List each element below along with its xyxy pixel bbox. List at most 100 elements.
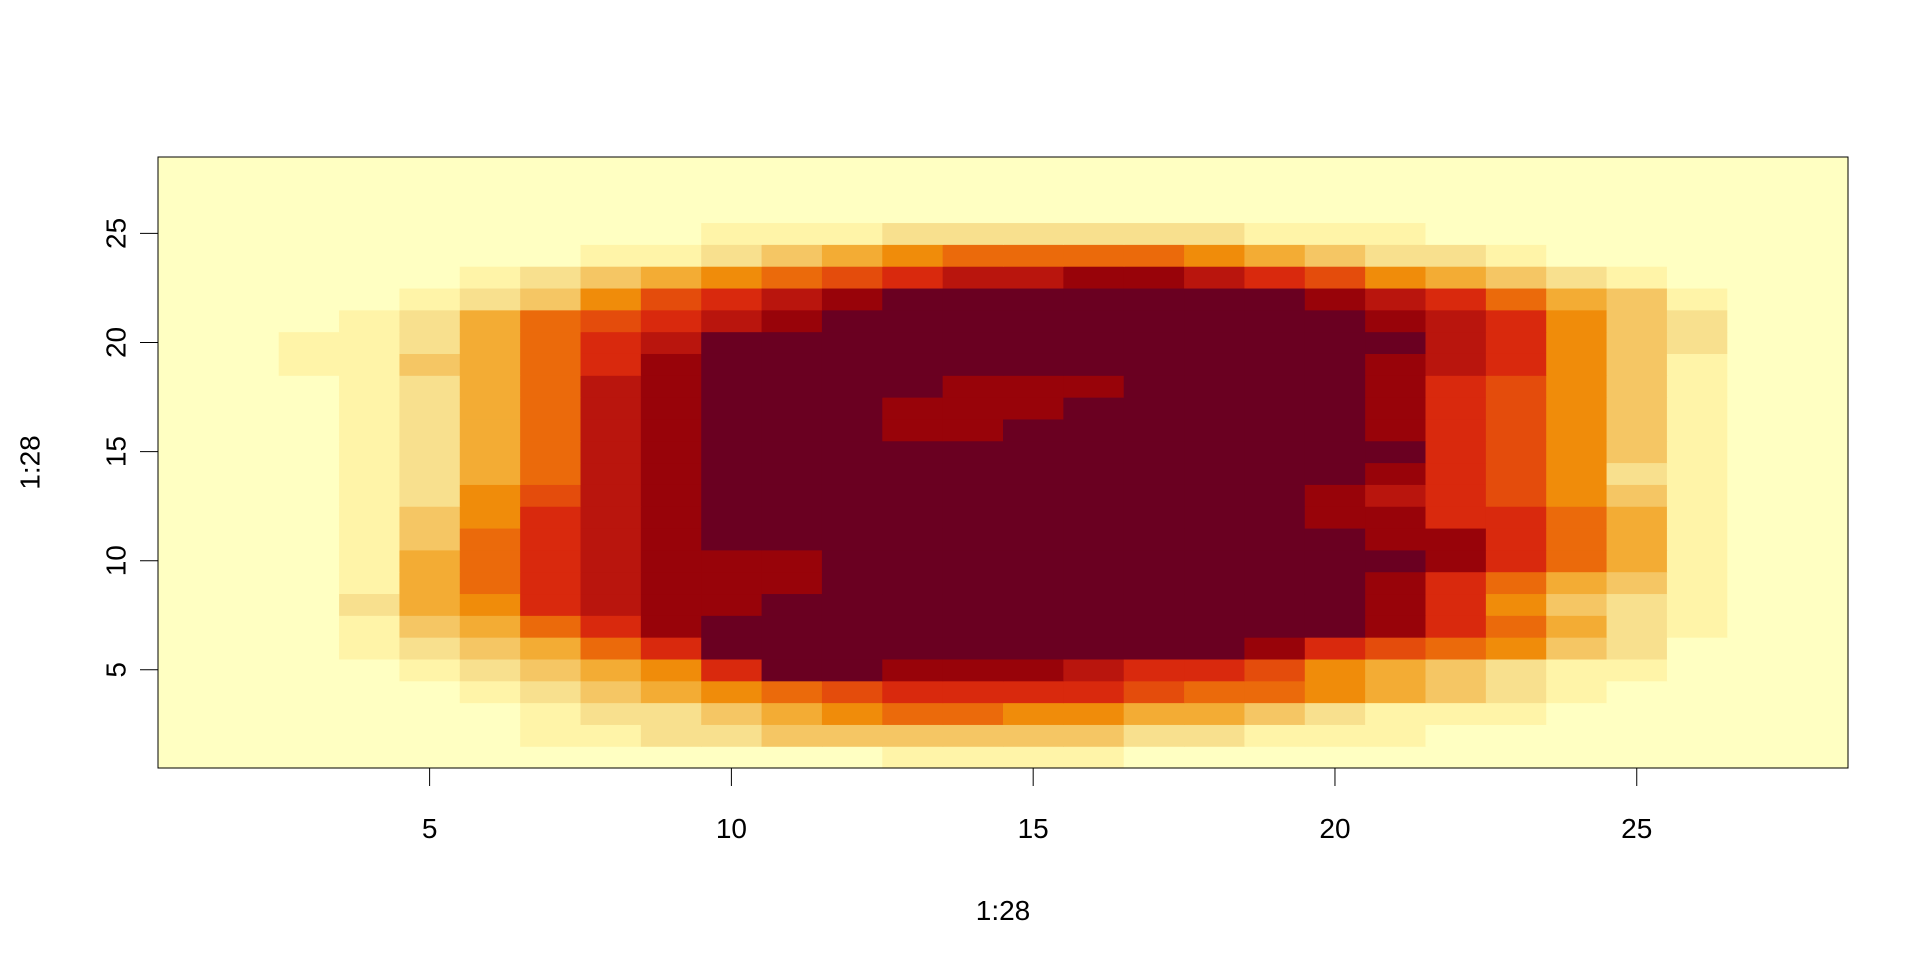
heatmap-cell [761, 637, 823, 660]
heatmap-cell [339, 506, 401, 529]
heatmap-cell [1365, 506, 1427, 529]
heatmap-cell [1606, 287, 1668, 311]
heatmap-cell [761, 484, 823, 507]
heatmap-cell [701, 375, 763, 398]
heatmap-cell [1606, 353, 1668, 376]
heatmap-cell [1546, 527, 1608, 551]
heatmap-cells [158, 157, 1849, 769]
heatmap-cell [1123, 266, 1185, 289]
heatmap-cell [1184, 506, 1246, 529]
heatmap-cell [1003, 702, 1064, 725]
heatmap-cell [580, 637, 642, 660]
heatmap-cell [882, 200, 944, 224]
heatmap-cell [1546, 484, 1608, 507]
heatmap-cell [218, 637, 280, 660]
heatmap-cell [1787, 287, 1849, 311]
heatmap-cell [1546, 244, 1608, 267]
heatmap-cell [580, 353, 642, 376]
heatmap-cell [278, 309, 340, 333]
heatmap-cell [701, 244, 763, 267]
heatmap-cell [761, 266, 823, 289]
heatmap-cell [218, 746, 280, 769]
heatmap-cell [339, 222, 401, 245]
heatmap-cell [1606, 397, 1668, 420]
heatmap-cell [278, 637, 340, 660]
heatmap-cell [1485, 331, 1547, 354]
heatmap-cell [278, 527, 340, 551]
heatmap-cell [1123, 527, 1185, 551]
heatmap-cell [942, 331, 1004, 354]
heatmap-cell [1244, 593, 1306, 616]
heatmap-cell [882, 615, 944, 638]
heatmap-cell [1003, 506, 1064, 529]
heatmap-cell [1365, 353, 1427, 376]
heatmap-cell [218, 658, 280, 682]
heatmap-cell [1063, 615, 1125, 638]
heatmap-cell [1184, 397, 1246, 420]
heatmap-cell [1123, 157, 1185, 180]
heatmap-cell [1063, 637, 1125, 660]
heatmap-cell [882, 702, 944, 725]
heatmap-cell [1546, 746, 1608, 769]
heatmap-cell [1063, 549, 1125, 573]
heatmap-cell [399, 244, 461, 267]
heatmap-cell [1063, 178, 1125, 202]
heatmap-cell [942, 222, 1004, 245]
heatmap-cell [1606, 615, 1668, 638]
heatmap-cell [1365, 244, 1427, 267]
heatmap-cell [1304, 157, 1366, 180]
heatmap-cell [1606, 571, 1668, 595]
heatmap-cell [1606, 375, 1668, 398]
heatmap-cell [459, 506, 521, 529]
heatmap-cell [399, 222, 461, 245]
x-tick-label: 25 [1621, 813, 1652, 844]
heatmap-cell [1727, 484, 1789, 507]
heatmap-cell [399, 680, 461, 704]
heatmap-cell [640, 724, 702, 747]
heatmap-cell [1003, 615, 1064, 638]
heatmap-cell [1304, 440, 1366, 464]
heatmap-cell [1727, 418, 1789, 442]
heatmap-cell [1184, 658, 1246, 682]
heatmap-cell [1485, 724, 1547, 747]
heatmap-cell [1123, 746, 1185, 769]
heatmap-cell [1485, 397, 1547, 420]
heatmap-cell [1184, 440, 1246, 464]
heatmap-cell [882, 375, 944, 398]
heatmap-cell [942, 375, 1004, 398]
heatmap-cell [1546, 178, 1608, 202]
heatmap-cell [882, 418, 944, 442]
heatmap-cell [701, 462, 763, 485]
heatmap-cell [1485, 244, 1547, 267]
heatmap-cell [821, 157, 883, 180]
heatmap-cell [1666, 702, 1728, 725]
heatmap-cell [339, 680, 401, 704]
heatmap-cell [1244, 244, 1306, 267]
heatmap-cell [821, 244, 883, 267]
heatmap-cell [1304, 506, 1366, 529]
heatmap-cell [882, 571, 944, 595]
heatmap-cell [821, 746, 883, 769]
heatmap-cell [761, 527, 823, 551]
heatmap-cell [640, 462, 702, 485]
heatmap-cell [218, 266, 280, 289]
heatmap-cell [1425, 527, 1487, 551]
heatmap-cell [459, 331, 521, 354]
heatmap-cell [821, 353, 883, 376]
heatmap-cell [942, 637, 1004, 660]
heatmap-cell [1123, 702, 1185, 725]
heatmap-cell [580, 702, 642, 725]
heatmap-cell [701, 157, 763, 180]
heatmap-cell [520, 397, 582, 420]
heatmap-cell [1244, 549, 1306, 573]
heatmap-cell [1727, 287, 1789, 311]
heatmap-cell [1606, 658, 1668, 682]
heatmap-cell [278, 658, 340, 682]
heatmap-cell [218, 375, 280, 398]
heatmap-cell [1184, 549, 1246, 573]
heatmap-cell [218, 418, 280, 442]
heatmap-cell [1003, 244, 1064, 267]
heatmap-cell [1063, 702, 1125, 725]
heatmap-cell [399, 157, 461, 180]
heatmap-cell [640, 178, 702, 202]
